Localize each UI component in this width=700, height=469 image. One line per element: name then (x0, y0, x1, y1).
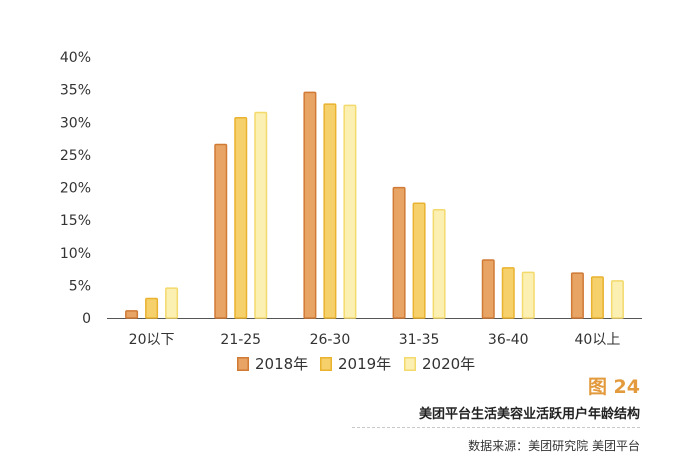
bar-2018-1 (214, 143, 228, 319)
bar-2020-1 (254, 111, 268, 319)
x-tick-label: 20以下 (129, 332, 175, 348)
y-tick-label: 15% (60, 213, 91, 229)
y-tick-label: 40% (60, 50, 91, 66)
bar-2018-5 (570, 272, 584, 319)
y-tick-label: 0 (82, 311, 91, 327)
legend-swatch-2019 (320, 357, 332, 371)
bar-2019-5 (590, 276, 604, 319)
figure-caption: 美团平台生活美容业活跃用户年龄结构 (418, 407, 640, 422)
bar-2020-4 (521, 271, 535, 319)
x-tick-label: 36-40 (488, 332, 529, 348)
bar-2018-4 (481, 259, 495, 319)
x-tick-label: 21-25 (220, 332, 261, 348)
legend-label-2019: 2019年 (338, 355, 391, 373)
y-tick-label: 5% (69, 278, 91, 294)
bar-2020-0 (165, 287, 179, 319)
x-tick-label: 40以上 (575, 332, 621, 348)
figure-number: 图 24 (587, 376, 640, 398)
bar-2019-4 (501, 267, 515, 319)
bar-2019-3 (412, 202, 426, 319)
y-tick-label: 25% (60, 148, 91, 164)
bar-2018-3 (392, 186, 406, 319)
legend-swatch-2018 (237, 357, 249, 371)
y-tick-label: 35% (60, 83, 91, 99)
caption-divider (352, 427, 640, 428)
legend-label-2018: 2018年 (255, 355, 308, 373)
bar-2019-0 (145, 297, 159, 319)
bar-2018-2 (303, 91, 317, 319)
bar-2020-5 (610, 280, 624, 319)
bar-2020-3 (432, 209, 446, 319)
y-tick-label: 30% (60, 115, 91, 131)
bar-2019-1 (234, 117, 248, 319)
bar-2018-0 (125, 310, 139, 319)
x-tick-label: 26-30 (310, 332, 351, 348)
data-source: 数据来源：美团研究院 美团平台 (468, 439, 640, 453)
legend-swatch-2020 (404, 357, 416, 371)
bar-2019-2 (323, 103, 337, 319)
x-tick-label: 31-35 (399, 332, 440, 348)
bar-2020-2 (343, 104, 357, 319)
y-tick-label: 20% (60, 181, 91, 197)
legend-label-2020: 2020年 (422, 355, 475, 373)
y-tick-label: 10% (60, 246, 91, 262)
